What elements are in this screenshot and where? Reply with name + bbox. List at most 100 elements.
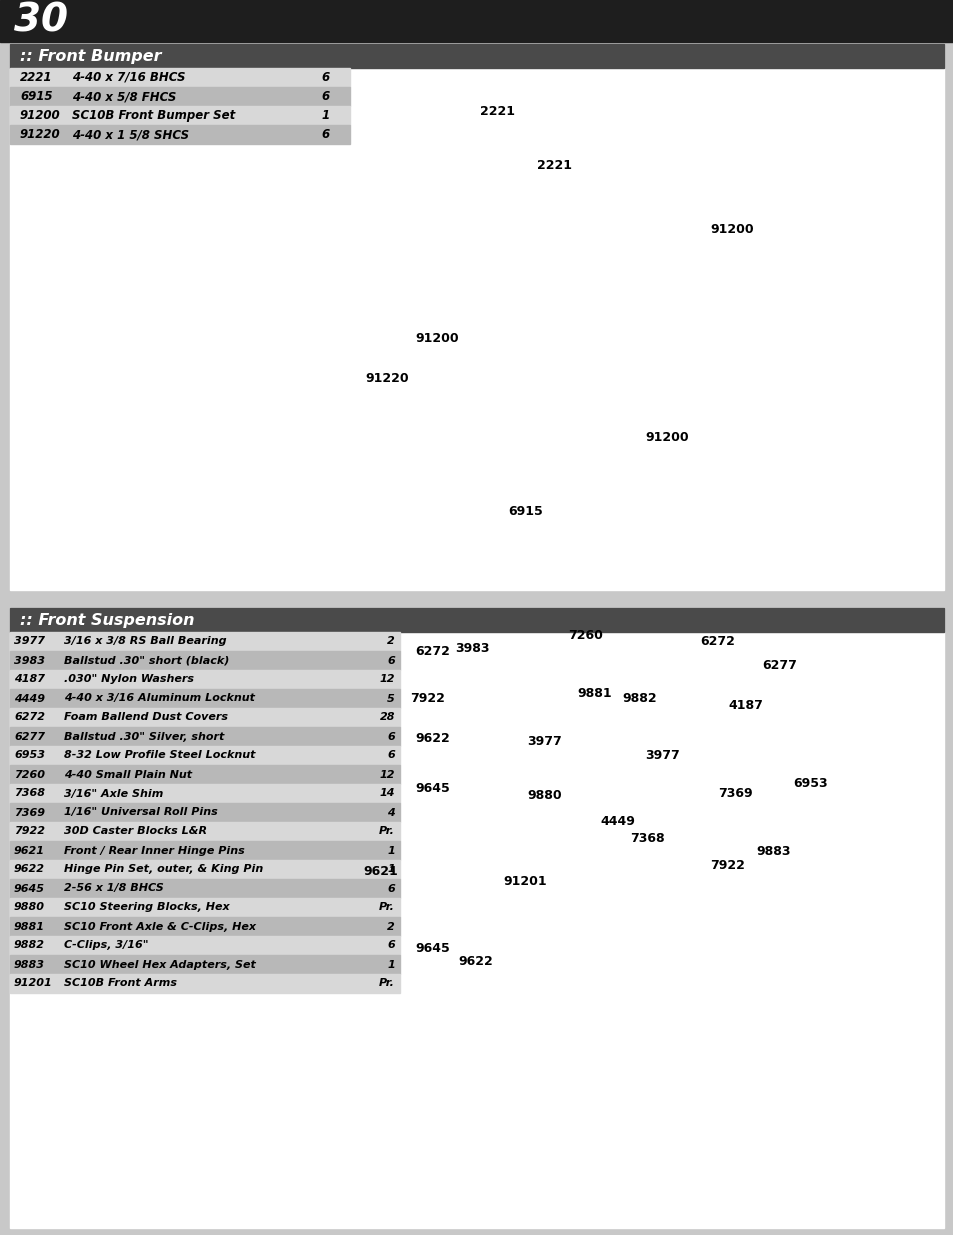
Text: Ballstud .30" Silver, short: Ballstud .30" Silver, short [64,731,224,741]
Text: 4-40 x 3/16 Aluminum Locknut: 4-40 x 3/16 Aluminum Locknut [64,694,254,704]
Text: SC10 Front Axle & C-Clips, Hex: SC10 Front Axle & C-Clips, Hex [64,921,255,931]
Bar [10,44,943,68]
Text: 91201: 91201 [502,876,546,888]
Text: 4449: 4449 [599,815,634,827]
Text: 6: 6 [321,128,330,141]
Text: C-Clips, 3/16": C-Clips, 3/16" [64,941,149,951]
Text: 7368: 7368 [629,832,664,845]
Text: 4449: 4449 [14,694,45,704]
Text: 7368: 7368 [14,788,45,799]
Bar [10,860,399,879]
Text: 4-40 x 5/8 FHCS: 4-40 x 5/8 FHCS [71,90,176,103]
Text: 9883: 9883 [755,845,790,858]
Text: 3983: 3983 [14,656,45,666]
Bar [10,125,350,144]
Text: 6: 6 [321,70,330,84]
Text: SC10B Front Bumper Set: SC10B Front Bumper Set [71,109,235,122]
Text: 8-32 Low Profile Steel Locknut: 8-32 Low Profile Steel Locknut [64,751,255,761]
Text: 2221: 2221 [20,70,52,84]
Text: 6953: 6953 [792,777,827,790]
Text: 9645: 9645 [415,782,449,795]
Text: 2: 2 [387,921,395,931]
Bar [10,898,399,918]
Bar [10,936,399,955]
Text: 3/16 x 3/8 RS Ball Bearing: 3/16 x 3/8 RS Ball Bearing [64,636,227,646]
Text: 9621: 9621 [363,864,397,878]
Text: 9881: 9881 [14,921,45,931]
Text: 91200: 91200 [415,332,458,345]
Text: 6272: 6272 [14,713,45,722]
Bar [10,727,399,746]
Text: 9622: 9622 [14,864,45,874]
Text: 2-56 x 1/8 BHCS: 2-56 x 1/8 BHCS [64,883,164,893]
Text: 4187: 4187 [727,699,762,713]
Text: 2221: 2221 [537,159,572,172]
Text: 9881: 9881 [577,687,611,700]
Text: Front / Rear Inner Hinge Pins: Front / Rear Inner Hinge Pins [64,846,245,856]
Text: :: Front Bumper: :: Front Bumper [20,48,161,63]
Bar [10,823,399,841]
Text: 91220: 91220 [20,128,61,141]
Bar [10,764,399,784]
Text: 4: 4 [387,808,395,818]
Text: .030" Nylon Washers: .030" Nylon Washers [64,674,193,684]
Text: 9622: 9622 [457,955,493,968]
Text: Pr.: Pr. [378,903,395,913]
Text: 3/16" Axle Shim: 3/16" Axle Shim [64,788,163,799]
Text: 4-40 x 1 5/8 SHCS: 4-40 x 1 5/8 SHCS [71,128,189,141]
Text: 28: 28 [379,713,395,722]
Bar [10,86,350,106]
Text: 91200: 91200 [709,224,753,236]
Bar [10,608,943,1228]
Bar [10,632,399,651]
Bar [10,955,399,974]
Bar [10,689,399,708]
Bar [10,671,399,689]
Bar [10,746,399,764]
Bar [10,651,399,671]
Text: 6: 6 [387,883,395,893]
Text: 30: 30 [14,2,68,40]
Text: 3977: 3977 [14,636,45,646]
Text: 9880: 9880 [14,903,45,913]
Bar [10,841,399,860]
Text: 91201: 91201 [14,978,52,988]
Text: 12: 12 [379,674,395,684]
Text: 7260: 7260 [567,629,602,642]
Bar [10,918,399,936]
Text: 5: 5 [387,694,395,704]
Text: 7922: 7922 [410,692,444,705]
Text: 14: 14 [379,788,395,799]
Text: 1: 1 [387,846,395,856]
Text: 9645: 9645 [14,883,45,893]
Text: 6915: 6915 [507,505,542,517]
Text: 7922: 7922 [14,826,45,836]
Bar [10,708,399,727]
Text: Foam Ballend Dust Covers: Foam Ballend Dust Covers [64,713,228,722]
Text: 1: 1 [387,864,395,874]
Text: 6: 6 [387,941,395,951]
Text: 12: 12 [379,769,395,779]
Text: 9882: 9882 [14,941,45,951]
Text: 4-40 x 7/16 BHCS: 4-40 x 7/16 BHCS [71,70,185,84]
Text: 6: 6 [387,731,395,741]
Text: 6953: 6953 [14,751,45,761]
Text: 6277: 6277 [761,659,796,672]
Text: 2: 2 [387,636,395,646]
Text: 9622: 9622 [415,732,449,745]
Text: 6272: 6272 [415,645,450,658]
Text: Ballstud .30" short (black): Ballstud .30" short (black) [64,656,229,666]
Text: SC10 Steering Blocks, Hex: SC10 Steering Blocks, Hex [64,903,230,913]
Text: 9645: 9645 [415,942,449,955]
Text: 6277: 6277 [14,731,45,741]
Text: 3977: 3977 [644,748,679,762]
Text: 91200: 91200 [644,431,688,445]
Bar [10,608,943,632]
Bar [10,879,399,898]
Text: 6915: 6915 [20,90,52,103]
Text: 3983: 3983 [455,642,489,655]
Text: 6272: 6272 [700,635,734,648]
Text: SC10 Wheel Hex Adapters, Set: SC10 Wheel Hex Adapters, Set [64,960,255,969]
Bar [10,68,350,86]
Text: 7922: 7922 [709,860,744,872]
